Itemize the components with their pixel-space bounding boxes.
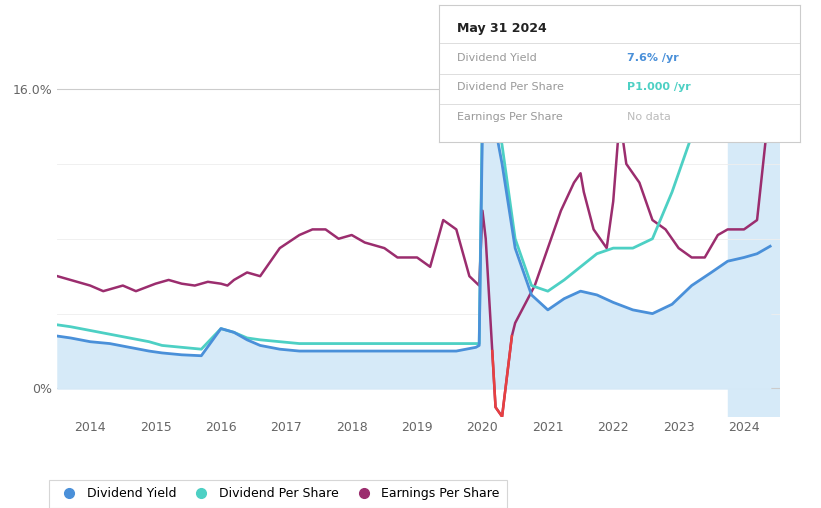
Text: No data: No data	[627, 112, 671, 122]
Text: Dividend Yield: Dividend Yield	[457, 53, 537, 63]
Legend: Dividend Yield, Dividend Per Share, Earnings Per Share: Dividend Yield, Dividend Per Share, Earn…	[49, 480, 507, 507]
Text: Earnings Per Share: Earnings Per Share	[457, 112, 563, 122]
Text: P1.000 /yr: P1.000 /yr	[627, 82, 690, 92]
Bar	[727, 61, 780, 417]
Text: 7.6% /yr: 7.6% /yr	[627, 53, 679, 63]
Text: Dividend Per Share: Dividend Per Share	[457, 82, 564, 92]
Text: Past: Past	[733, 74, 759, 87]
Text: May 31 2024: May 31 2024	[457, 21, 547, 35]
